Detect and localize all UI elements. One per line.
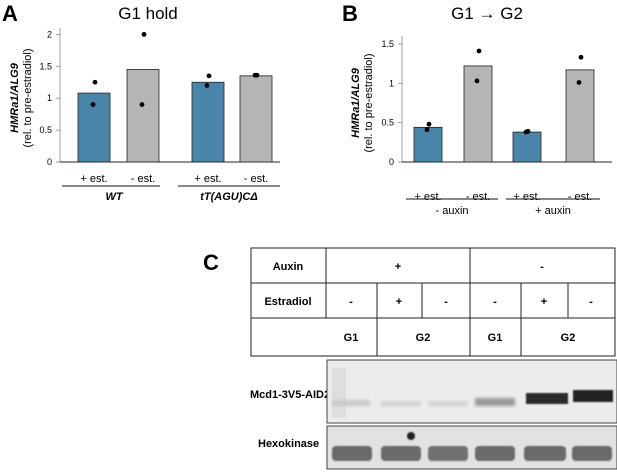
chart-b-bar-2 — [512, 131, 542, 163]
chart-a-point-0-1 — [90, 102, 96, 107]
blot1-label: Mcd1-3V5-AID2 — [250, 389, 330, 401]
group-a1-label: WT — [105, 191, 123, 203]
chart-b-category-2: + est. — [513, 191, 540, 203]
chart-b-point-0-0 — [426, 121, 432, 127]
chart-a-bar-2 — [191, 81, 225, 163]
chart-a-ytick-label-1: 0.5 — [39, 125, 52, 135]
svg-text:(rel. to pre-estradiol): (rel. to pre-estradiol) — [363, 53, 375, 152]
blot-hexokinase-frame — [326, 425, 617, 470]
estradiol-value-3: - — [444, 296, 448, 308]
chart-b: 0 0.5 1 1.5 + est. - est. + est. - est. — [381, 36, 612, 203]
band-mcd1-lane4 — [475, 398, 515, 406]
band-mcd1-lane5 — [526, 393, 568, 404]
group-b2-label: + auxin — [535, 205, 571, 217]
chart-a-point-2-0 — [206, 73, 212, 79]
chart-b-ytick-label-0: 0 — [389, 157, 394, 167]
estradiol-value-1: - — [349, 296, 353, 308]
blot-mcd1 — [326, 359, 617, 424]
band-mcd1-lane6 — [573, 390, 613, 402]
band-mcd1-lane2 — [381, 401, 421, 406]
chart-a-category-1: - est. — [131, 173, 155, 185]
band-hex-lane6 — [572, 446, 612, 461]
chart-b-ytick-label-1: 0.5 — [381, 118, 394, 128]
band-mcd1-lane3 — [428, 401, 468, 406]
estradiol-value-6: - — [589, 296, 593, 308]
phase-value-1: G1 — [344, 332, 359, 344]
chart-b-point-2-1 — [523, 129, 529, 135]
phase-value-2: G2 — [416, 332, 431, 344]
auxin-row-label: Auxin — [273, 261, 304, 273]
chart-b-ytick-label-2: 1 — [389, 78, 394, 88]
auxin-value-2: - — [540, 261, 544, 273]
panel-b-letter: B — [342, 1, 358, 26]
chart-a-ytick-label-0: 0 — [47, 157, 52, 167]
chart-a-point-3-1 — [252, 72, 258, 78]
table-outline — [250, 247, 616, 357]
auxin-value-1: + — [395, 261, 401, 273]
chart-b-category-0: + est. — [414, 191, 441, 203]
estradiol-value-4: - — [493, 296, 497, 308]
svg-text:HMRa1/ALG9: HMRa1/ALG9 — [9, 62, 21, 133]
chart-b-bar-1 — [463, 65, 493, 163]
chart-b-category-3: - est. — [568, 191, 592, 203]
estradiol-row-label: Estradiol — [264, 296, 311, 308]
estradiol-value-5: + — [541, 296, 547, 308]
chart-a-ytick-label-4: 2 — [47, 29, 52, 39]
panel-b-ylabel: HMRa1/ALG9 (rel. to pre-estradiol) — [350, 53, 375, 152]
chart-a-bar-1 — [126, 69, 160, 163]
phase-value-4: G2 — [561, 332, 576, 344]
blot-mcd1-frame — [326, 359, 617, 424]
svg-text:(rel. to pre-estradiol): (rel. to pre-estradiol) — [22, 48, 34, 147]
chart-b-bar-3 — [565, 69, 595, 163]
panel-b-title: G1 → G2 — [451, 4, 523, 23]
chart-a-ytick-label-2: 1 — [47, 93, 52, 103]
chart-b-point-1-1 — [474, 78, 480, 84]
panel-c-letter: C — [203, 250, 219, 275]
panel-a-title: G1 hold — [118, 4, 178, 23]
band-hex-lane5 — [524, 446, 566, 461]
band-hex-lane1 — [332, 446, 372, 461]
chart-a-point-1-1 — [139, 102, 145, 107]
chart-b-category-1: - est. — [466, 191, 490, 203]
chart-b-bar-0 — [413, 126, 443, 163]
blot-speck — [407, 432, 415, 440]
group-b1-label: - auxin — [435, 205, 468, 217]
chart-a-point-1-0 — [141, 31, 147, 37]
chart-a-category-3: - est. — [244, 173, 268, 185]
group-a2-label: tT(AGU)CΔ — [200, 191, 257, 203]
chart-b-point-0-1 — [424, 127, 430, 133]
band-hex-lane3 — [428, 446, 468, 461]
chart-b-point-3-0 — [578, 54, 584, 60]
band-mcd1-lane1 — [332, 400, 370, 406]
svg-text:HMRa1/ALG9: HMRa1/ALG9 — [350, 67, 362, 138]
blot-hexokinase — [326, 425, 617, 470]
chart-a-point-0-0 — [92, 79, 98, 85]
blot2-label: Hexokinase — [258, 438, 319, 450]
band-hex-lane4 — [475, 446, 515, 461]
chart-b-point-1-0 — [476, 48, 482, 54]
chart-a-point-2-1 — [204, 83, 210, 88]
panel-c-table — [250, 247, 616, 357]
chart-a-category-0: + est. — [80, 173, 107, 185]
chart-b-point-3-1 — [576, 80, 582, 85]
chart-a-category-2: + est. — [194, 173, 221, 185]
chart-a: 0 0.5 1 1.5 2 + est. - est. + est. - est. — [39, 28, 280, 185]
chart-a-ytick-label-3: 1.5 — [39, 61, 52, 71]
panel-a-letter: A — [2, 1, 18, 26]
panel-a-ylabel: HMRa1/ALG9 (rel. to pre-estradiol) — [9, 48, 34, 147]
phase-value-3: G1 — [488, 332, 503, 344]
estradiol-value-2: + — [396, 296, 402, 308]
band-hex-lane2 — [381, 446, 421, 461]
chart-b-ytick-label-3: 1.5 — [381, 39, 394, 49]
chart-a-bar-3 — [239, 75, 273, 163]
blot-mcd1-smudge — [332, 368, 346, 418]
